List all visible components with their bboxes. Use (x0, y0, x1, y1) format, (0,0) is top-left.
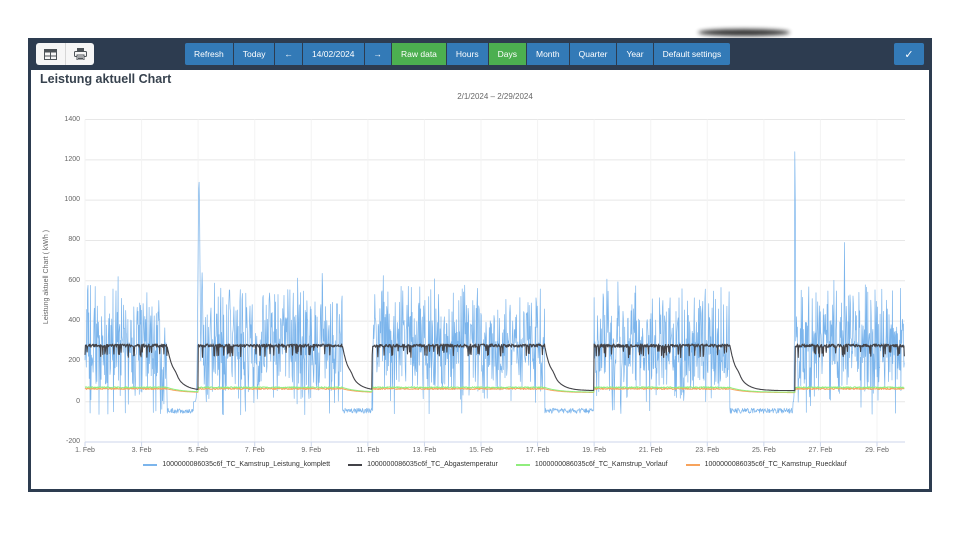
y-tick-label: 1200 (64, 155, 80, 163)
legend-item-1000000086035c6f-tc-abgastemperatur[interactable]: 1000000086035c6f_TC_Abgastemperatur (348, 461, 498, 468)
x-tick-label: 1. Feb (75, 447, 95, 454)
x-tick-label: 25. Feb (751, 447, 776, 454)
y-tick-label: 600 (68, 276, 80, 284)
toolbar-button-today[interactable]: Today (233, 43, 275, 65)
x-tick-label: 11. Feb (356, 447, 380, 454)
confirm-button[interactable]: ✓ (894, 43, 924, 65)
x-tick-label: 17. Feb (525, 447, 550, 454)
table-icon[interactable] (36, 43, 65, 65)
x-tick-label: 19. Feb (582, 447, 607, 454)
toolbar-button-arrow-left[interactable]: ← (275, 43, 302, 65)
x-tick-label: 3. Feb (131, 447, 152, 454)
print-icon[interactable] (65, 43, 94, 65)
screenshot-artifact (698, 29, 790, 36)
toolbar-button-raw-data[interactable]: Raw data (392, 43, 446, 65)
y-tick-label: 1400 (64, 115, 80, 123)
legend-label: 1000000086035c6f_TC_Kamstrup_Ruecklauf (704, 461, 847, 468)
legend-marker (515, 463, 530, 466)
toolbar-button-refresh[interactable]: Refresh (185, 43, 233, 65)
toolbar: Refresh Today ← 14/02/2024 → Raw data Hours Day… (28, 38, 932, 70)
toolbar-button-default-settings[interactable]: Default settings (653, 43, 731, 65)
toolbar-button-14-02-2024[interactable]: 14/02/2024 (302, 43, 364, 65)
legend-marker (348, 463, 363, 466)
legend-label: 1000000086035c6f_TC_Kamstrup_Leistung_ko… (162, 461, 331, 468)
legend-item-1000000086035c6f-tc-kamstrup-vorlauf[interactable]: 1000000086035c6f_TC_Kamstrup_Vorlauf (515, 461, 668, 468)
legend-label: 1000000086035c6f_TC_Abgastemperatur (367, 461, 498, 468)
legend-marker (685, 463, 700, 466)
legend-item-1000000086035c6f-tc-kamstrup-ruecklauf[interactable]: 1000000086035c6f_TC_Kamstrup_Ruecklauf (685, 461, 847, 468)
legend-item-1000000086035c6f-tc-kamstrup-leistung-komplett[interactable]: 1000000086035c6f_TC_Kamstrup_Leistung_ko… (143, 461, 330, 468)
toolbar-button-days[interactable]: Days (488, 43, 526, 65)
toolbar-button-month[interactable]: Month (526, 43, 569, 65)
x-tick-label: 7. Feb (244, 447, 265, 454)
y-tick-label: 200 (68, 357, 80, 365)
x-tick-label: 15. Feb (469, 447, 493, 454)
y-tick-label: 400 (68, 317, 80, 325)
x-tick-label: 21. Feb (638, 447, 663, 454)
x-tick-label: 29. Feb (865, 447, 889, 454)
app-panel (28, 38, 932, 492)
toolbar-button-year[interactable]: Year (617, 43, 653, 65)
toolbar-button-quarter[interactable]: Quarter (569, 43, 617, 65)
view-icon-group (36, 43, 94, 65)
y-tick-label: 800 (68, 236, 80, 244)
x-tick-label: 13. Feb (412, 447, 437, 454)
toolbar-button-arrow-right[interactable]: → (364, 43, 391, 65)
y-tick-label: -200 (65, 438, 80, 445)
chart-legend: 1000000086035c6f_TC_Kamstrup_Leistung_ko… (85, 461, 905, 468)
chart-subtitle: 2/1/2024 – 2/29/2024 (457, 92, 533, 101)
y-tick-label: 0 (76, 397, 80, 405)
page-title: Leistung aktuell Chart (40, 72, 172, 86)
legend-marker (143, 463, 158, 466)
x-tick-label: 5. Feb (188, 447, 209, 454)
y-tick-label: 1000 (64, 196, 80, 204)
x-tick-label: 23. Feb (695, 447, 720, 454)
check-icon: ✓ (904, 48, 914, 61)
x-tick-label: 27. Feb (808, 447, 833, 454)
x-tick-label: 9. Feb (301, 447, 322, 454)
toolbar-button-hours[interactable]: Hours (446, 43, 488, 65)
legend-label: 1000000086035c6f_TC_Kamstrup_Vorlauf (534, 461, 668, 468)
toolbar-button-row: Refresh Today ← 14/02/2024 → Raw data Hours Day… (185, 43, 731, 65)
